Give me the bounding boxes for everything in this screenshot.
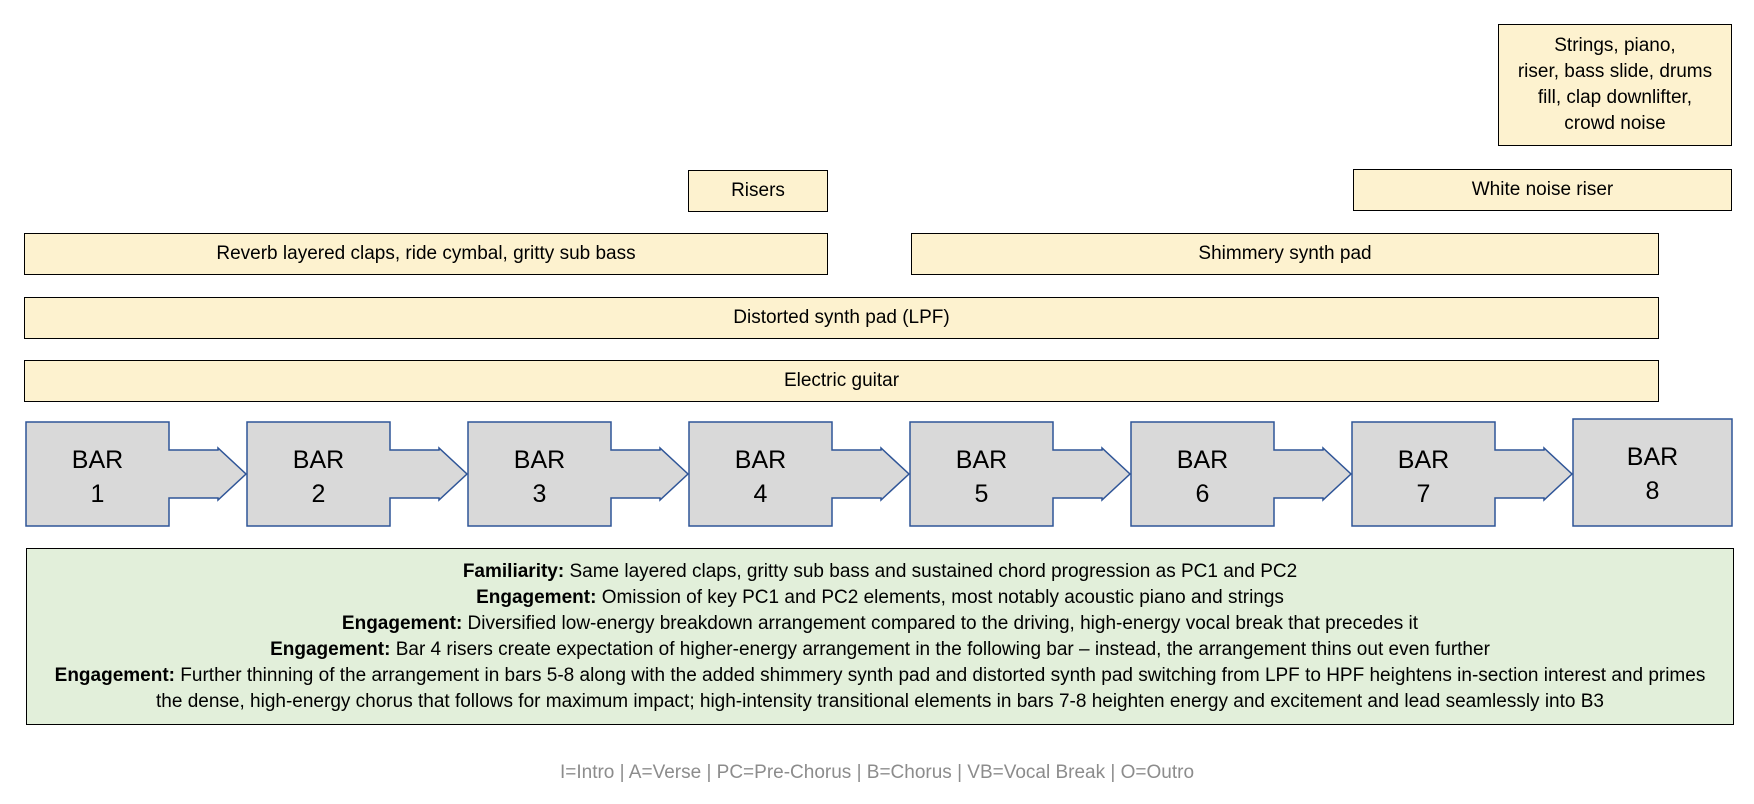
note-line: Engagement: Further thinning of the arra… bbox=[39, 663, 1721, 715]
note-label: Engagement: bbox=[476, 586, 597, 608]
note-line: Engagement: Diversified low-energy break… bbox=[39, 611, 1721, 637]
note-line: Engagement: Omission of key PC1 and PC2 … bbox=[39, 585, 1721, 611]
bar-3-word: BAR bbox=[514, 446, 565, 474]
note-line: Engagement: Bar 4 risers create expectat… bbox=[39, 637, 1721, 663]
note-text: Further thinning of the arrangement in b… bbox=[156, 664, 1706, 712]
bar-3-number: 3 bbox=[533, 480, 547, 508]
note-text: Omission of key PC1 and PC2 elements, mo… bbox=[596, 586, 1284, 608]
bar-7-word: BAR bbox=[1398, 446, 1449, 474]
note-label: Familiarity: bbox=[462, 560, 565, 582]
layer-risers: Risers bbox=[688, 170, 828, 212]
layer-distorted-synth-pad: Distorted synth pad (LPF) bbox=[24, 297, 1659, 339]
note-text: Diversified low-energy breakdown arrange… bbox=[462, 612, 1419, 634]
layer-claps-ride-sub-bass: Reverb layered claps, ride cymbal, gritt… bbox=[24, 233, 828, 275]
bar-4-word: BAR bbox=[735, 446, 786, 474]
bar-1-word: BAR bbox=[72, 446, 123, 474]
note-text: Bar 4 risers create expectation of highe… bbox=[390, 638, 1490, 660]
bar-8-number: 8 bbox=[1646, 477, 1660, 505]
bar-6-block bbox=[1130, 421, 1353, 527]
note-label: Engagement: bbox=[341, 612, 463, 634]
bar-5-number: 5 bbox=[975, 480, 989, 508]
section-legend: I=Intro | A=Verse | PC=Pre-Chorus | B=Ch… bbox=[559, 762, 1195, 783]
note-label: Engagement: bbox=[54, 664, 176, 686]
bar-4-number: 4 bbox=[754, 480, 768, 508]
layer-transition-elements: Strings, piano, riser, bass slide, drums… bbox=[1498, 24, 1732, 146]
bar-2-word: BAR bbox=[293, 446, 344, 474]
bar-2-number: 2 bbox=[312, 480, 326, 508]
note-label: Engagement: bbox=[270, 638, 391, 660]
bar-8-block bbox=[1572, 418, 1733, 527]
bar-3-block bbox=[467, 421, 690, 527]
bar-2-block bbox=[246, 421, 469, 527]
bar-1-number: 1 bbox=[91, 480, 105, 508]
layer-shimmery-synth-pad: Shimmery synth pad bbox=[911, 233, 1659, 275]
layer-electric-guitar: Electric guitar bbox=[24, 360, 1659, 402]
bar-7-number: 7 bbox=[1417, 480, 1431, 508]
bar-5-block bbox=[909, 421, 1132, 527]
layer-white-noise-riser: White noise riser bbox=[1353, 169, 1732, 211]
bar-8-word: BAR bbox=[1627, 443, 1678, 471]
bar-6-word: BAR bbox=[1177, 446, 1228, 474]
note-text: Same layered claps, gritty sub bass and … bbox=[564, 560, 1298, 582]
bar-6-number: 6 bbox=[1196, 480, 1210, 508]
bar-5-word: BAR bbox=[956, 446, 1007, 474]
bar-7-block bbox=[1351, 421, 1574, 527]
note-line: Familiarity: Same layered claps, gritty … bbox=[39, 559, 1721, 585]
bar-1-block bbox=[25, 421, 248, 527]
bar-4-block bbox=[688, 421, 911, 527]
analysis-notes: Familiarity: Same layered claps, gritty … bbox=[26, 548, 1734, 725]
